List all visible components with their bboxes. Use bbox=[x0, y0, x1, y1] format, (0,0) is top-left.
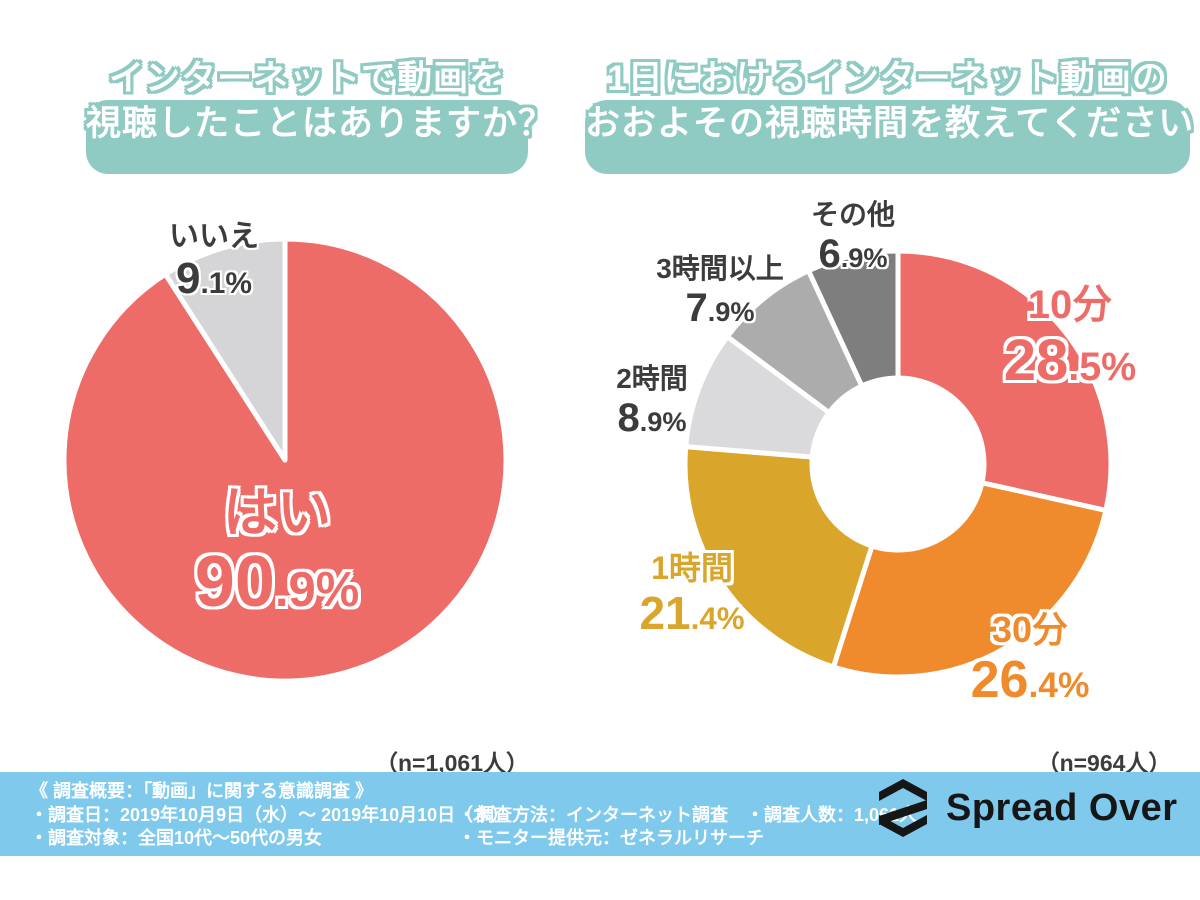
label-30min-value: 26.4% bbox=[970, 651, 1090, 709]
label-3hours-plus-value: 7.9% bbox=[685, 286, 755, 330]
left-title-line2: 視聴したことはありますか？ bbox=[86, 104, 555, 143]
label-1hour-name: 1時間 bbox=[651, 550, 733, 586]
label-2hours-value: 8.9% bbox=[617, 396, 687, 440]
label-1hour-value: 21.4% bbox=[639, 587, 745, 639]
yes-no-pie-chart bbox=[61, 236, 509, 684]
left-sample-size: （n=1,061人） bbox=[374, 750, 530, 776]
survey-target: ・調査対象：全国10代～50代の男女 bbox=[30, 828, 323, 848]
label-30min-name: 30分 bbox=[991, 609, 1069, 650]
label-2hours: 2時間 8.9% bbox=[616, 362, 688, 444]
slice-いいえ bbox=[162, 236, 288, 463]
survey-info-column-1: 《 調査概要：「動画」に関する意識調査 》 ・調査日：2019年10月9日（水）… bbox=[30, 780, 509, 851]
label-10min-value: 28.5% bbox=[1003, 328, 1137, 393]
slice-1時間 bbox=[682, 444, 875, 670]
label-3hours-plus-name: 3時間以上 bbox=[656, 253, 784, 284]
right-title-line2: おおよその視聴時間を教えてください bbox=[585, 104, 1195, 143]
label-1hour: 1時間 21.4% bbox=[639, 548, 744, 644]
survey-overview: 《 調査概要：「動画」に関する意識調査 》 bbox=[30, 781, 373, 801]
label-other-value: 6.9% bbox=[818, 232, 888, 276]
label-yes-value: 90.9% bbox=[194, 542, 360, 622]
label-2hours-name: 2時間 bbox=[616, 363, 688, 394]
brand-name: Spread Over bbox=[946, 787, 1178, 829]
label-no-name: いいえ bbox=[169, 220, 259, 253]
survey-monitor: ・モニター提供元：ゼネラルリサーチ bbox=[458, 828, 764, 848]
label-no-value: 9.1% bbox=[175, 254, 253, 303]
right-title-box bbox=[585, 100, 1190, 174]
left-title-line1: インターネットで動画を bbox=[108, 59, 505, 98]
viewing-time-donut-chart bbox=[682, 248, 1114, 680]
survey-method: ・調査方法：インターネット調査 ・調査人数：1,061人 bbox=[458, 804, 918, 825]
label-no: いいえ 9.1% bbox=[169, 218, 259, 307]
label-3hours-plus: 3時間以上 7.9% bbox=[656, 252, 784, 334]
label-other-name: その他 bbox=[810, 199, 896, 230]
brand-logo: Spread Over bbox=[874, 778, 1178, 838]
survey-date: ・調査日：2019年10月9日（水）～ 2019年10月10日（木） bbox=[30, 804, 510, 825]
survey-info-column-2: ・調査方法：インターネット調査 ・調査人数：1,061人 ・モニター提供元：ゼネ… bbox=[458, 804, 917, 851]
label-30min: 30分 26.4% bbox=[971, 608, 1090, 714]
right-chart-title: 1日におけるインターネット動画の おおよその視聴時間を教えてください bbox=[585, 56, 1193, 146]
label-yes-name: はい bbox=[222, 483, 331, 543]
label-other: その他 6.9% bbox=[811, 198, 895, 280]
right-title-line1: 1日におけるインターネット動画の bbox=[607, 59, 1168, 98]
slice-その他 bbox=[806, 248, 901, 389]
right-sample-size: （n=964人） bbox=[1036, 750, 1172, 776]
survey-info-bar: 《 調査概要：「動画」に関する意識調査 》 ・調査日：2019年10月9日（水）… bbox=[0, 772, 1200, 856]
slice-10分 bbox=[895, 248, 1114, 513]
slice-はい bbox=[61, 236, 509, 684]
label-yes: はい 90.9% bbox=[195, 482, 359, 628]
slice-30分 bbox=[830, 480, 1109, 680]
left-title-box bbox=[86, 100, 528, 174]
label-10min-name: 10分 bbox=[1027, 283, 1113, 327]
left-chart-title: インターネットで動画を 視聴したことはありますか？ bbox=[86, 56, 553, 146]
label-10min: 10分 28.5% bbox=[1004, 280, 1136, 398]
spread-over-logo-icon bbox=[879, 779, 927, 837]
